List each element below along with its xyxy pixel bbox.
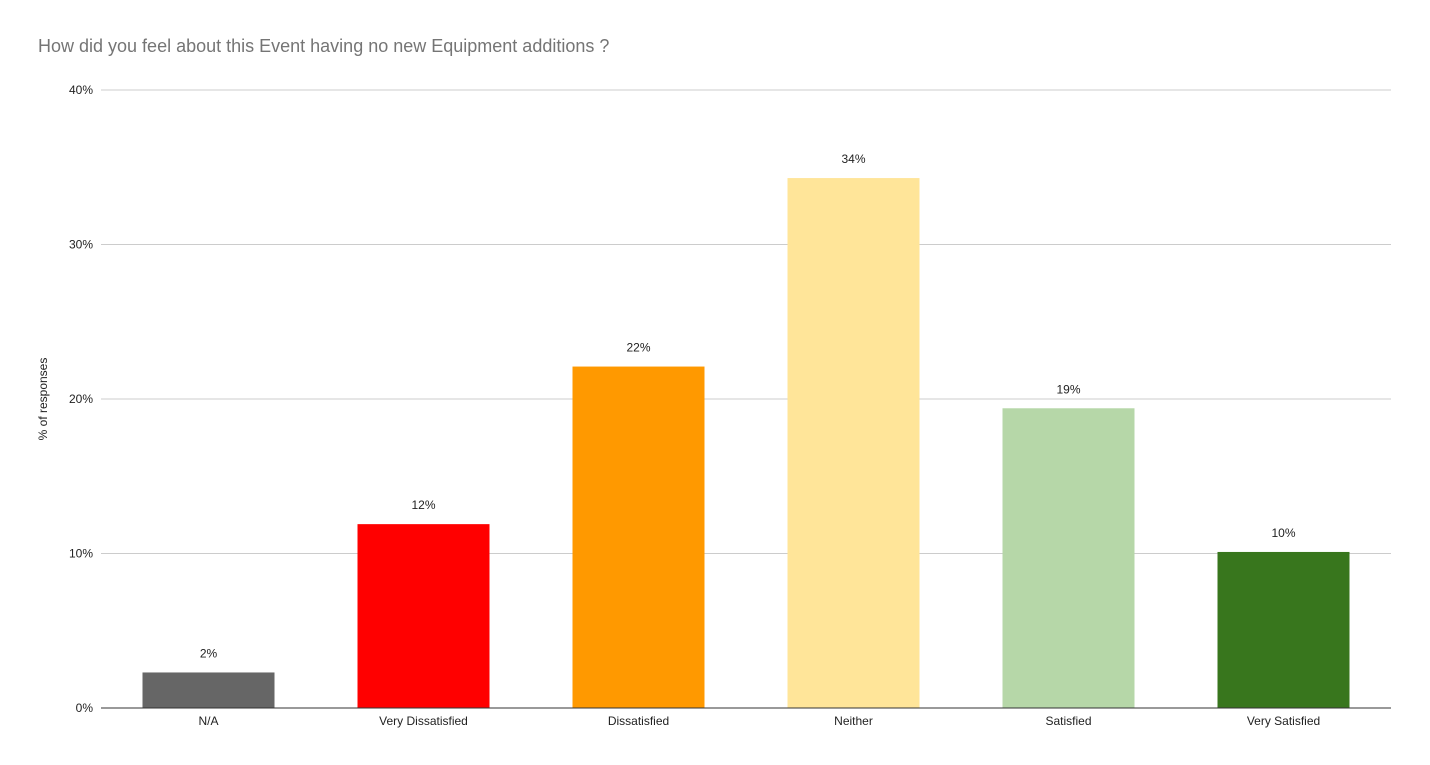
data-label: 10% <box>1271 526 1295 540</box>
data-label: 22% <box>626 341 650 355</box>
x-axis-ticks: N/A Very Dissatisfied Dissatisfied Neither S… <box>198 714 1320 728</box>
bar-n-a <box>142 672 275 708</box>
x-tick-label: Dissatisfied <box>608 714 669 728</box>
data-label: 19% <box>1056 382 1080 396</box>
x-tick-label: Very Dissatisfied <box>379 714 468 728</box>
data-label: 2% <box>200 646 218 660</box>
y-tick-label: 0% <box>76 701 94 715</box>
x-tick-label: Neither <box>834 714 873 728</box>
data-labels: 2% 12% 22% 34% 19% 10% <box>200 152 1296 660</box>
y-tick-label: 30% <box>69 238 93 252</box>
y-tick-label: 20% <box>69 392 93 406</box>
bar-very-dissatisfied <box>357 524 490 708</box>
x-tick-label: Satisfied <box>1045 714 1091 728</box>
chart-title: How did you feel about this Event having… <box>38 36 610 56</box>
data-label: 34% <box>841 152 865 166</box>
bar-dissatisfied <box>572 366 705 708</box>
x-tick-label: N/A <box>198 714 218 728</box>
x-tick-label: Very Satisfied <box>1247 714 1320 728</box>
bar-very-satisfied <box>1217 551 1350 708</box>
y-tick-label: 40% <box>69 83 93 97</box>
data-label: 12% <box>411 498 435 512</box>
bar-neither <box>787 178 920 708</box>
y-tick-label: 10% <box>69 547 93 561</box>
bars <box>142 178 1350 708</box>
gridlines <box>101 89 1391 554</box>
y-axis-title: % of responses <box>36 358 50 441</box>
bar-satisfied <box>1002 408 1135 708</box>
y-axis-ticks: 0% 10% 20% 30% 40% <box>69 83 93 715</box>
